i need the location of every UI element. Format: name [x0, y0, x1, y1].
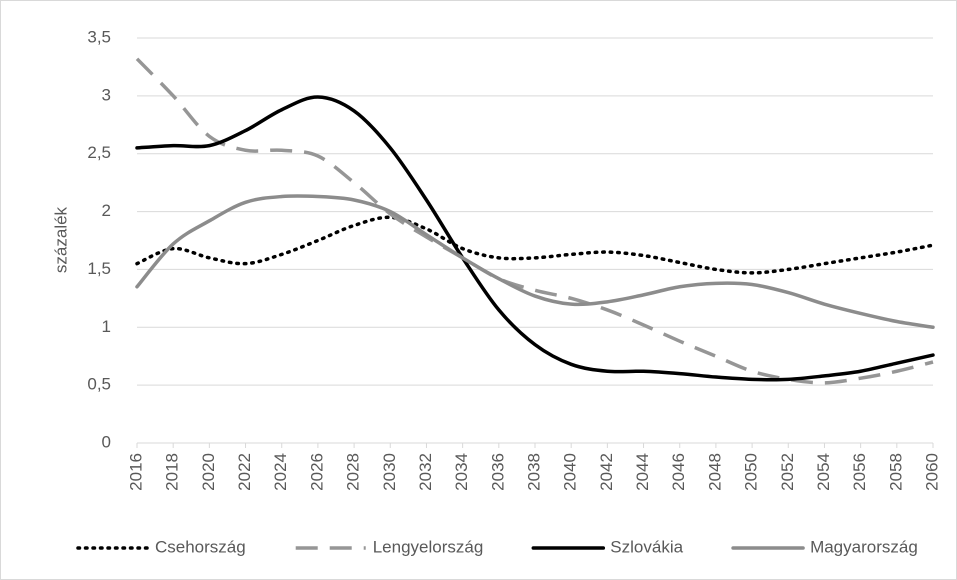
x-tick-label: 2034	[452, 453, 471, 491]
x-tick-label: 2048	[705, 453, 724, 491]
x-tick-label: 2038	[524, 453, 543, 491]
x-tick-label: 2050	[742, 453, 761, 491]
x-tick-label: 2046	[669, 453, 688, 491]
x-tick-label: 2026	[307, 453, 326, 491]
x-tick-label: 2020	[199, 453, 218, 491]
line-series	[135, 57, 934, 385]
y-tick-label: 3,5	[87, 27, 111, 46]
line-series	[135, 194, 935, 330]
y-tick-label: 1	[102, 317, 111, 336]
x-tick-label: 2052	[778, 453, 797, 491]
x-tick-label: 2032	[416, 453, 435, 491]
x-tick-label: 2028	[344, 453, 363, 491]
legend-label: Szlovákia	[610, 537, 683, 556]
line-series	[135, 215, 935, 275]
x-tick-label: 2042	[597, 453, 616, 491]
y-axis-label: százalék	[51, 206, 70, 273]
x-tick-label: 2016	[126, 453, 145, 491]
y-tick-label: 0	[102, 432, 111, 451]
x-tick-label: 2044	[633, 453, 652, 491]
y-tick-label: 0,5	[87, 375, 111, 394]
x-tick-label: 2022	[235, 453, 254, 491]
y-tick-label: 2	[102, 201, 111, 220]
x-tick-label: 2036	[488, 453, 507, 491]
y-tick-label: 2,5	[87, 143, 111, 162]
x-tick-label: 2030	[380, 453, 399, 491]
x-tick-label: 2056	[850, 453, 869, 491]
line-series	[135, 95, 935, 382]
x-tick-label: 2024	[271, 453, 290, 491]
y-tick-label: 3	[102, 85, 111, 104]
x-tick-label: 2054	[814, 453, 833, 491]
x-tick-label: 2060	[922, 453, 941, 491]
x-tick-label: 2018	[163, 453, 182, 491]
y-tick-label: 1,5	[87, 259, 111, 278]
legend-label: Csehország	[155, 537, 246, 556]
legend-label: Lengyelország	[373, 537, 484, 556]
x-tick-label: 2040	[561, 453, 580, 491]
legend-label: Magyarország	[810, 537, 918, 556]
x-tick-label: 2058	[886, 453, 905, 491]
